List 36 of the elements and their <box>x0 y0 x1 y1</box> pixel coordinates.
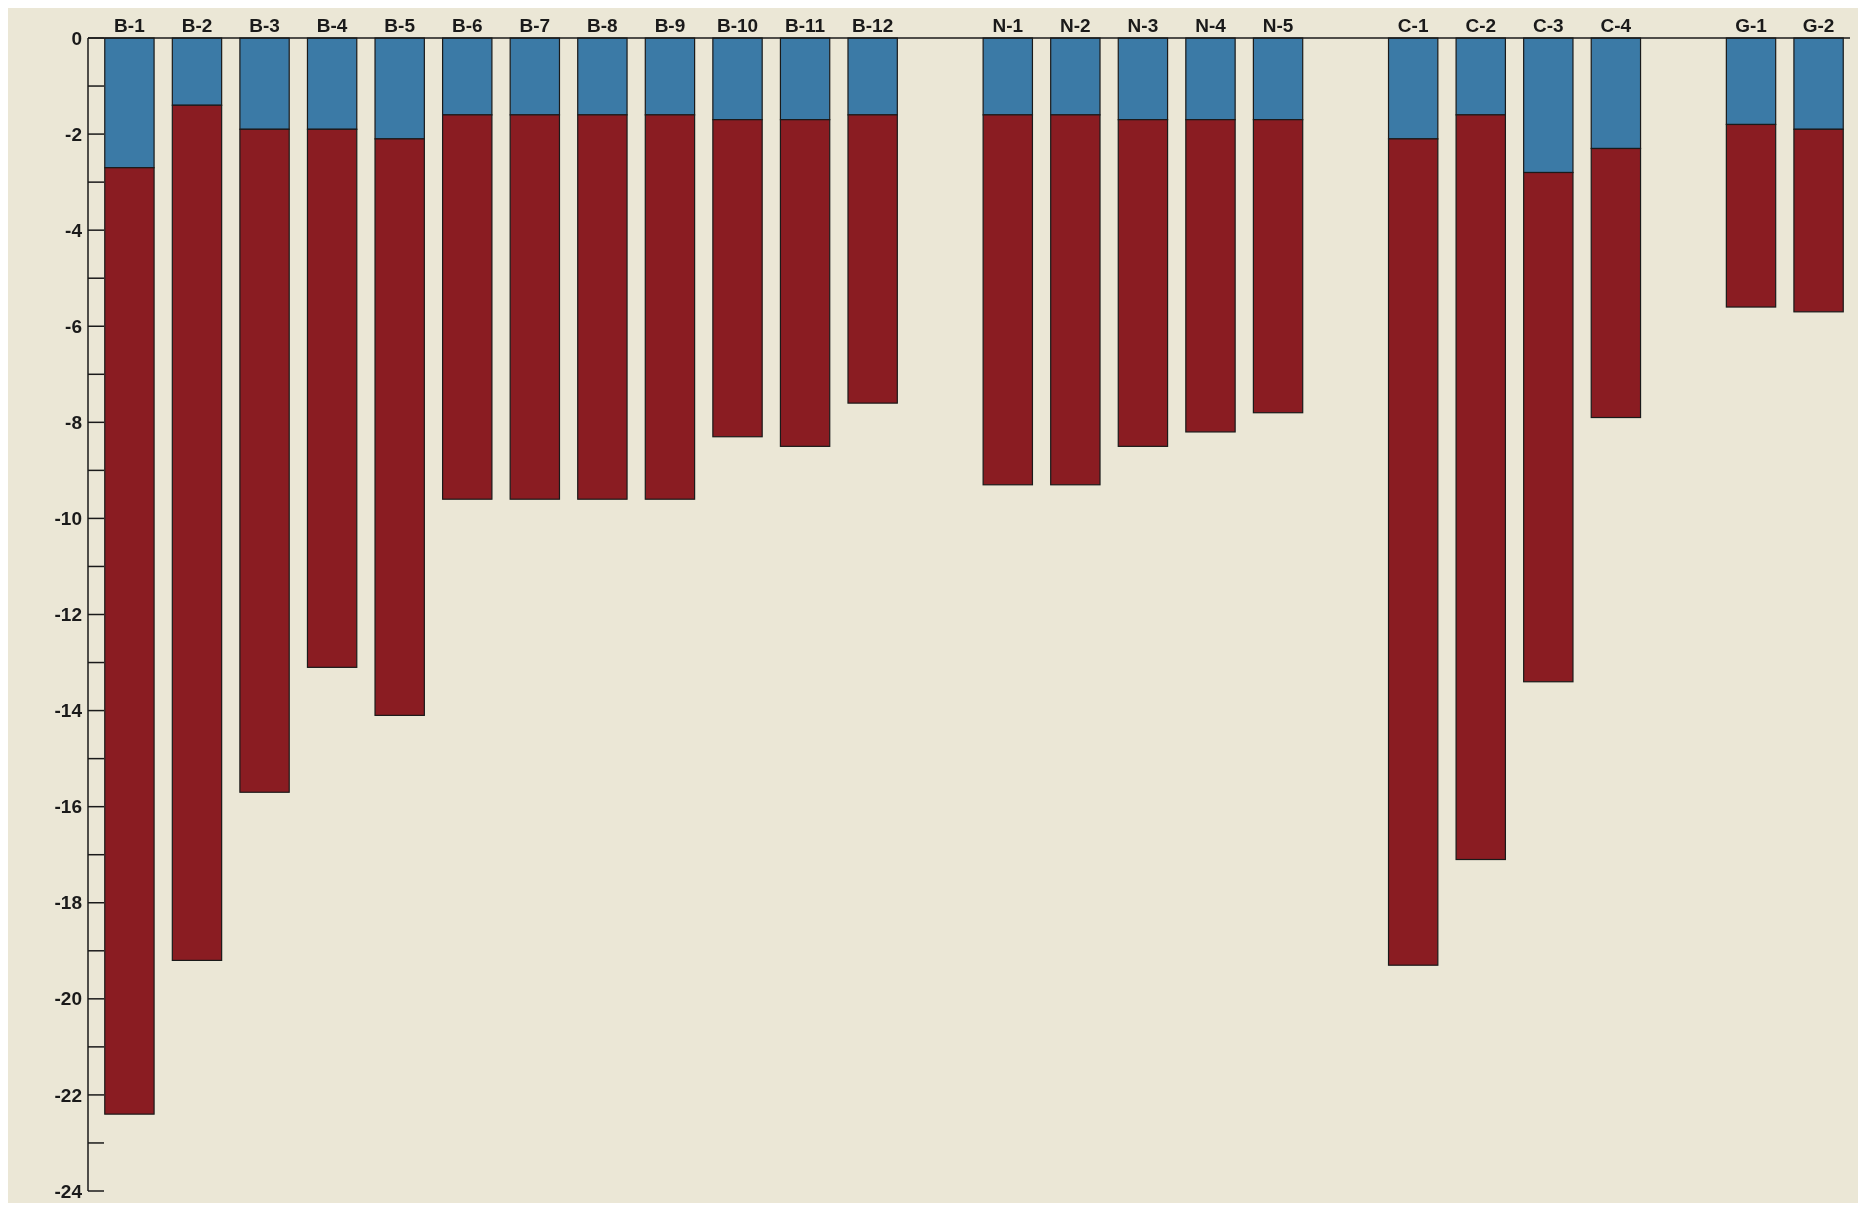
x-tick-label: C-1 <box>1397 15 1429 36</box>
x-tick-label: B-5 <box>384 15 416 36</box>
x-tick-label: C-3 <box>1533 15 1564 36</box>
x-tick-label: C-2 <box>1465 15 1497 36</box>
x-tick-label: N-5 <box>1262 15 1294 36</box>
x-tick-label: N-3 <box>1127 15 1159 36</box>
x-tick-label: B-7 <box>519 15 551 36</box>
x-tick-label: N-2 <box>1060 15 1091 36</box>
y-tick-label: -8 <box>65 411 82 433</box>
y-tick-label: -16 <box>54 796 82 818</box>
x-tick-label: G-1 <box>1735 15 1768 36</box>
x-tick-label: N-4 <box>1195 15 1227 36</box>
y-tick-label: -24 <box>54 1180 83 1202</box>
x-tick-label: B-1 <box>114 15 146 36</box>
y-tick-label: -2 <box>65 123 82 145</box>
x-tick-label: B-10 <box>716 15 759 36</box>
x-tick-label: B-6 <box>451 15 483 36</box>
y-tick-label: -6 <box>65 315 82 337</box>
x-tick-label: B-4 <box>316 15 348 36</box>
y-tick-label: -18 <box>54 892 82 914</box>
x-tick-label: C-4 <box>1600 15 1632 36</box>
x-tick-label: B-9 <box>654 15 686 36</box>
y-tick-label: -22 <box>54 1084 82 1106</box>
y-tick-label: -14 <box>54 700 83 722</box>
y-tick-label: 0 <box>71 27 82 49</box>
x-tick-label: G-2 <box>1802 15 1835 36</box>
y-tick-label: -4 <box>65 219 83 241</box>
y-tick-label: -12 <box>54 604 82 626</box>
y-tick-label: -20 <box>54 988 82 1010</box>
x-tick-label: B-12 <box>852 15 894 36</box>
x-tick-label: B-8 <box>587 15 618 36</box>
x-tick-label: N-1 <box>992 15 1024 36</box>
y-tick-label: -10 <box>54 508 82 530</box>
x-tick-label: B-11 <box>785 15 826 36</box>
x-tick-label: B-2 <box>181 15 213 36</box>
x-tick-label: B-3 <box>249 15 280 36</box>
